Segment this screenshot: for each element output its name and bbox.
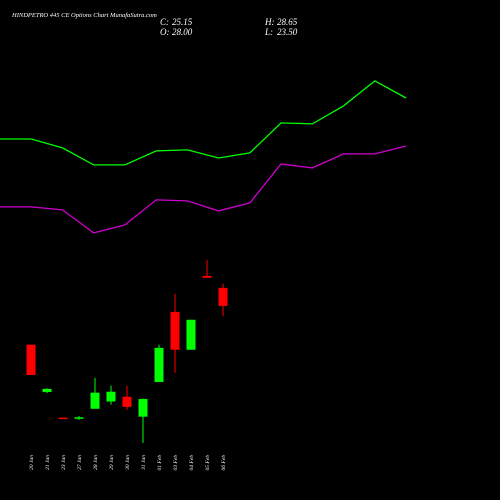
x-tick-label: 27 Jan [77, 455, 83, 470]
stat-label: L: [264, 27, 273, 37]
candle-body [74, 417, 84, 419]
candle-body [122, 396, 132, 407]
candle-body [106, 391, 116, 402]
x-tick-label: 06 Feb [221, 455, 227, 471]
x-tick-label: 31 Jan [141, 455, 147, 471]
x-tick-label: 23 Jan [61, 455, 67, 470]
candle-body [90, 392, 100, 409]
indicator-line [0, 145, 407, 234]
stat-label: H: [264, 17, 275, 27]
candle-body [218, 287, 228, 306]
stat-label: C: [160, 17, 169, 27]
x-tick-label: 05 Feb [205, 455, 211, 471]
x-tick-label: 03 Feb [173, 455, 179, 471]
candle-body [170, 311, 180, 350]
x-tick-label: 28 Jan [93, 455, 99, 470]
stat-value: 28.00 [172, 27, 193, 37]
indicator-line [0, 80, 407, 166]
candle-body [58, 417, 68, 420]
x-tick-label: 30 Jan [125, 455, 131, 471]
stat-label: O: [160, 27, 170, 37]
candle-body [26, 344, 36, 375]
candle-body [186, 319, 196, 350]
stat-value: 23.50 [277, 27, 298, 37]
chart-title: HINDPETRO 445 CE Options Chart MunafaSut… [11, 12, 157, 19]
candle-body [154, 347, 164, 382]
x-tick-label: 01 Feb [157, 455, 163, 471]
x-tick-label: 20 Jan [29, 455, 35, 470]
x-tick-label: 29 Jan [109, 455, 115, 470]
candle-body [138, 398, 148, 417]
candle-body [202, 275, 212, 278]
stat-value: 25.15 [172, 17, 193, 27]
x-tick-label: 04 Feb [188, 455, 195, 471]
candle-body [42, 388, 52, 393]
x-tick-label: 21 Jan [45, 455, 51, 470]
stat-value: 28.65 [277, 17, 298, 27]
